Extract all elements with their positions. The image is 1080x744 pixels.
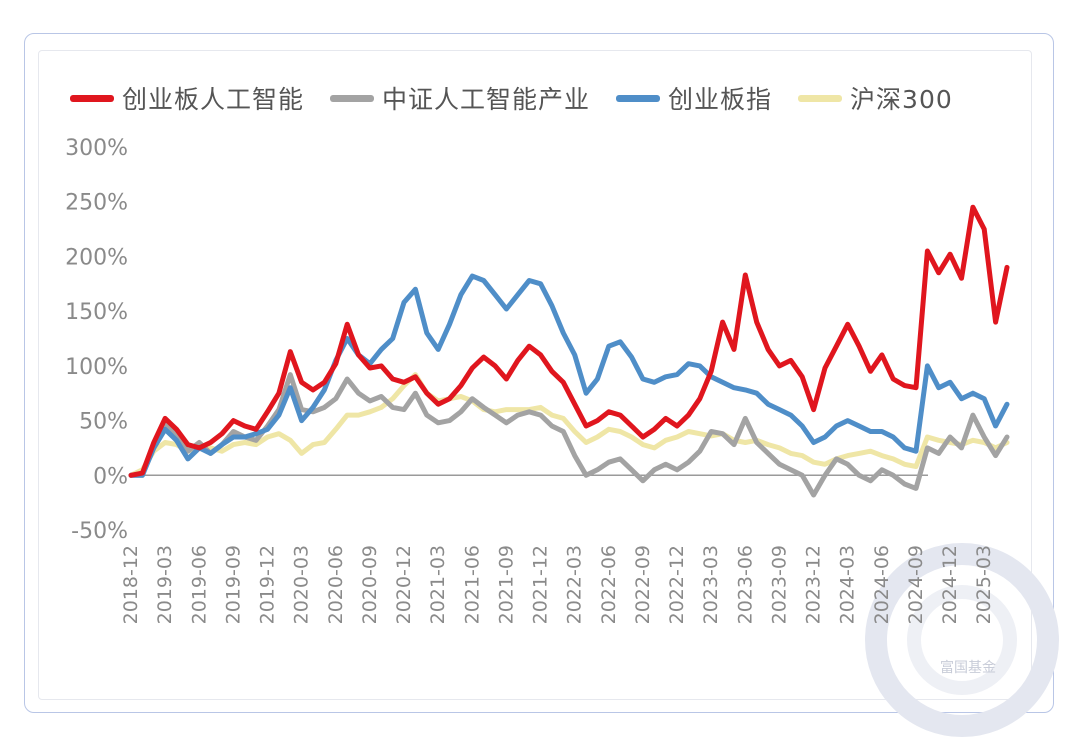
x-tick-label: 2019-09 — [222, 545, 244, 624]
y-tick-label: 150% — [65, 300, 128, 325]
legend-item: 创业板指 — [616, 80, 772, 116]
x-axis: 2018-12 2019-03 2019-06 2019-09 2019-12 2020-… — [120, 545, 995, 624]
legend-swatch — [330, 94, 375, 102]
x-tick-label: 2024-09 — [905, 545, 927, 624]
chart-panel — [38, 50, 1032, 700]
x-tick-label: 2021-12 — [530, 545, 552, 624]
y-tick-label: 100% — [65, 355, 128, 380]
y-tick-label: -50% — [71, 519, 128, 544]
x-tick-label: 2024-12 — [939, 545, 961, 624]
x-tick-label: 2022-09 — [632, 545, 654, 624]
x-tick-label: 2021-03 — [427, 545, 449, 624]
y-tick-label: 200% — [65, 245, 128, 270]
series-group — [128, 204, 1010, 498]
legend-item: 创业板人工智能 — [70, 80, 304, 116]
x-tick-label: 2025-03 — [973, 545, 995, 624]
y-tick-label: 50% — [79, 410, 128, 435]
x-tick-label: 2019-03 — [154, 545, 176, 624]
x-tick-label: 2020-09 — [359, 545, 381, 624]
series-line — [128, 273, 1010, 478]
legend-label: 创业板指 — [668, 85, 773, 114]
x-tick-label: 2023-12 — [803, 545, 825, 624]
x-tick-label: 2019-06 — [188, 545, 210, 624]
legend-label: 中证人工智能产业 — [382, 85, 591, 114]
y-tick-label: 250% — [65, 191, 128, 216]
y-tick-label: 300% — [65, 136, 128, 161]
chart-legend: 创业板人工智能 中证人工智能产业 创业板指 沪深300 — [70, 78, 979, 118]
x-tick-label: 2024-06 — [871, 545, 893, 624]
watermark-text: 富国基金 — [940, 659, 996, 676]
x-tick-label: 2022-12 — [666, 545, 688, 624]
legend-swatch — [70, 94, 114, 102]
series-line — [128, 372, 1010, 478]
legend-label: 沪深300 — [850, 85, 953, 114]
x-tick-label: 2024-03 — [837, 545, 859, 624]
x-tick-label: 2020-03 — [291, 545, 313, 624]
x-tick-label: 2022-03 — [564, 545, 586, 624]
legend-label: 创业板人工智能 — [122, 85, 305, 114]
y-tick-label: 0% — [93, 464, 128, 489]
x-tick-label: 2023-03 — [700, 545, 722, 624]
x-tick-label: 2022-06 — [598, 545, 620, 624]
x-tick-label: 2021-09 — [495, 545, 517, 624]
x-tick-label: 2018-12 — [120, 545, 142, 624]
series-line — [128, 204, 1010, 478]
x-tick-label: 2023-06 — [734, 545, 756, 624]
x-tick-label: 2023-09 — [768, 545, 790, 624]
y-axis: 300% 250% 200% 150% 100% 50% 0% -50% — [65, 136, 128, 544]
series-line — [128, 372, 1010, 498]
legend-item: 沪深300 — [798, 80, 953, 116]
x-tick-label: 2019-12 — [257, 545, 279, 624]
x-tick-label: 2020-12 — [393, 545, 415, 624]
legend-swatch — [616, 94, 661, 102]
x-tick-label: 2020-06 — [325, 545, 347, 624]
watermark-logo: 富国基金 — [865, 543, 1059, 737]
legend-swatch — [798, 94, 843, 102]
legend-item: 中证人工智能产业 — [330, 80, 590, 116]
x-tick-label: 2021-06 — [461, 545, 483, 624]
